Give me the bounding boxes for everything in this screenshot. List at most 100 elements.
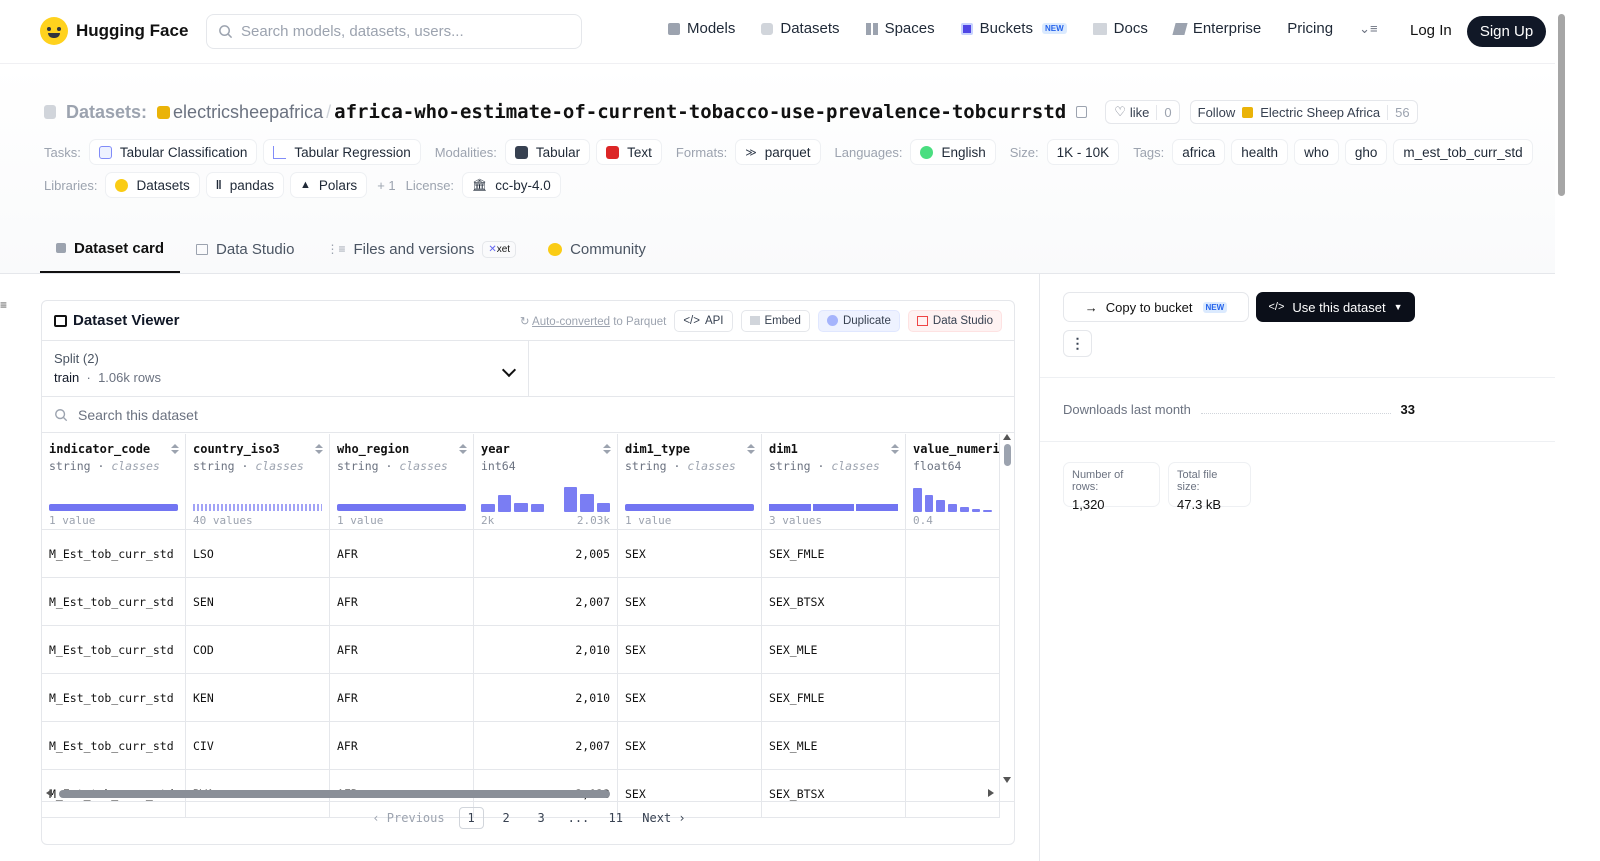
table-cell[interactable]: LSO (186, 530, 330, 578)
sort-icon[interactable] (747, 444, 755, 454)
table-cell[interactable]: 2,007 (474, 722, 618, 770)
scroll-up-arrow[interactable] (1003, 434, 1011, 440)
column-header[interactable]: who_region string · classes 1 value (330, 434, 474, 530)
repo-owner[interactable]: electricsheepafrica (173, 101, 324, 122)
more-options-button[interactable]: ⋮ (1063, 330, 1092, 357)
global-search-input[interactable] (241, 23, 561, 40)
table-cell[interactable]: SEX_BTSX (762, 770, 906, 818)
table-cell[interactable]: AFR (330, 578, 474, 626)
library-tag[interactable]: Datasets (105, 172, 200, 198)
table-cell[interactable]: SEX_MLE (762, 722, 906, 770)
tag-health[interactable]: health (1231, 139, 1289, 165)
use-this-dataset-button[interactable]: </> Use this dataset ▼ (1256, 292, 1415, 322)
table-cell[interactable]: SEX (618, 626, 762, 674)
table-cell[interactable]: SEX_MLE (762, 626, 906, 674)
table-cell[interactable]: SEX (618, 530, 762, 578)
task-tag[interactable]: Tabular Classification (88, 139, 258, 165)
table-cell[interactable]: M_Est_tob_curr_std (42, 722, 186, 770)
api-button[interactable]: </> API (674, 309, 733, 332)
signup-button[interactable]: Sign Up (1467, 16, 1546, 47)
language-tag[interactable]: English (910, 139, 996, 165)
nav-buckets[interactable]: Buckets NEW (960, 20, 1067, 37)
license-tag[interactable]: 🏛 cc-by-4.0 (462, 172, 561, 198)
tab-community[interactable]: Community (532, 225, 662, 273)
table-cell[interactable]: SEX (618, 674, 762, 722)
table-row[interactable]: M_Est_tob_curr_std SEN AFR 2,007 SEX SEX_BTSX (42, 578, 1000, 626)
column-header[interactable]: indicator_code string · classes 1 value (42, 434, 186, 530)
table-cell[interactable]: SEX (618, 770, 762, 818)
page-2[interactable]: 2 (502, 811, 510, 825)
duplicate-button[interactable]: Duplicate (817, 309, 900, 332)
page-scrollbar[interactable] (1555, 0, 1568, 861)
tab-files[interactable]: ⋮≡ Files and versions ✕xet (310, 225, 532, 273)
nav-spaces[interactable]: Spaces (865, 20, 935, 37)
table-cell[interactable]: 2,010 (474, 674, 618, 722)
page-11[interactable]: 11 (608, 811, 623, 825)
embed-button[interactable]: Embed (740, 309, 810, 332)
global-search[interactable] (206, 14, 582, 49)
table-cell[interactable]: SEX (618, 722, 762, 770)
table-cell[interactable]: M_Est_tob_curr_std (42, 578, 186, 626)
sort-icon[interactable] (171, 444, 179, 454)
repo-name[interactable]: africa-who-estimate-of-current-tobacco-u… (334, 101, 1067, 123)
column-header[interactable]: value_numeric float64 0.4 (906, 434, 1000, 530)
table-cell[interactable]: SEX_FMLE (762, 530, 906, 578)
scroll-thumb[interactable] (1004, 444, 1011, 466)
column-header[interactable]: country_iso3 string · classes 40 values (186, 434, 330, 530)
table-row[interactable]: M_Est_tob_curr_std KEN AFR 2,010 SEX SEX_FMLE (42, 674, 1000, 722)
table-cell[interactable]: COD (186, 626, 330, 674)
table-cell[interactable]: SEX (618, 578, 762, 626)
like-button[interactable]: ♡ like 0 (1105, 100, 1180, 124)
modality-tag[interactable]: Tabular (504, 139, 591, 165)
tag-indicator[interactable]: m_est_tob_curr_std (1393, 139, 1533, 165)
table-cell[interactable]: SEX_FMLE (762, 674, 906, 722)
table-cell[interactable] (906, 626, 1000, 674)
table-cell[interactable] (906, 770, 1000, 818)
modality-tag[interactable]: Text (596, 139, 662, 165)
size-tag[interactable]: 1K - 10K (1046, 139, 1120, 165)
libraries-more[interactable]: + 1 (377, 177, 396, 193)
table-cell[interactable]: 2,005 (474, 530, 618, 578)
scroll-down-arrow[interactable] (1003, 777, 1011, 783)
table-cell[interactable]: SEN (186, 578, 330, 626)
table-cell[interactable]: AFR (330, 530, 474, 578)
table-cell[interactable] (906, 722, 1000, 770)
table-cell[interactable]: AFR (330, 674, 474, 722)
next-page[interactable]: Next › (642, 811, 686, 825)
column-header[interactable]: dim1 string · classes 3 values (762, 434, 906, 530)
table-cell[interactable]: KEN (186, 674, 330, 722)
tab-data-studio[interactable]: Data Studio (180, 225, 310, 273)
table-row[interactable]: M_Est_tob_curr_std COD AFR 2,010 SEX SEX_MLE (42, 626, 1000, 674)
table-cell[interactable]: AFR (330, 626, 474, 674)
column-header[interactable]: dim1_type string · classes 1 value (618, 434, 762, 530)
copy-icon[interactable] (1076, 106, 1088, 118)
library-tag[interactable]: ▲ Polars (290, 172, 368, 198)
hf-logo[interactable]: Hugging Face (40, 17, 188, 45)
table-row[interactable]: M_Est_tob_curr_std LSO AFR 2,005 SEX SEX_FMLE (42, 530, 1000, 578)
column-header[interactable]: year int64 2k 2.03k (474, 434, 618, 530)
sort-icon[interactable] (891, 444, 899, 454)
nav-docs[interactable]: Docs (1092, 20, 1148, 37)
table-cell[interactable]: SEX_BTSX (762, 578, 906, 626)
table-cell[interactable]: M_Est_tob_curr_std (42, 626, 186, 674)
previous-page[interactable]: ‹ Previous (372, 811, 445, 825)
data-studio-button[interactable]: Data Studio (907, 309, 1002, 332)
follow-button[interactable]: Follow Electric Sheep Africa 56 (1189, 100, 1418, 124)
sort-icon[interactable] (603, 444, 611, 454)
tab-dataset-card[interactable]: Dataset card (40, 225, 181, 273)
toc-toggle-icon[interactable]: ≡ (0, 298, 8, 312)
page-1[interactable]: 1 (458, 807, 484, 829)
tag-gho[interactable]: gho (1344, 139, 1388, 165)
split-selector[interactable]: Split (2) train · 1.06k rows (42, 341, 529, 396)
table-cell[interactable] (906, 674, 1000, 722)
nav-datasets[interactable]: Datasets (761, 20, 840, 37)
table-cell[interactable]: 2,010 (474, 626, 618, 674)
scroll-thumb[interactable] (59, 790, 610, 798)
table-cell[interactable]: M_Est_tob_curr_std (42, 530, 186, 578)
format-tag[interactable]: ≫ parquet (735, 139, 821, 165)
nav-pricing[interactable]: Pricing (1287, 20, 1333, 37)
nav-models[interactable]: Models (668, 20, 735, 37)
copy-to-bucket-button[interactable]: → Copy to bucket NEW (1063, 292, 1249, 322)
page-3[interactable]: 3 (537, 811, 545, 825)
grid-horizontal-scrollbar[interactable] (42, 786, 1000, 801)
